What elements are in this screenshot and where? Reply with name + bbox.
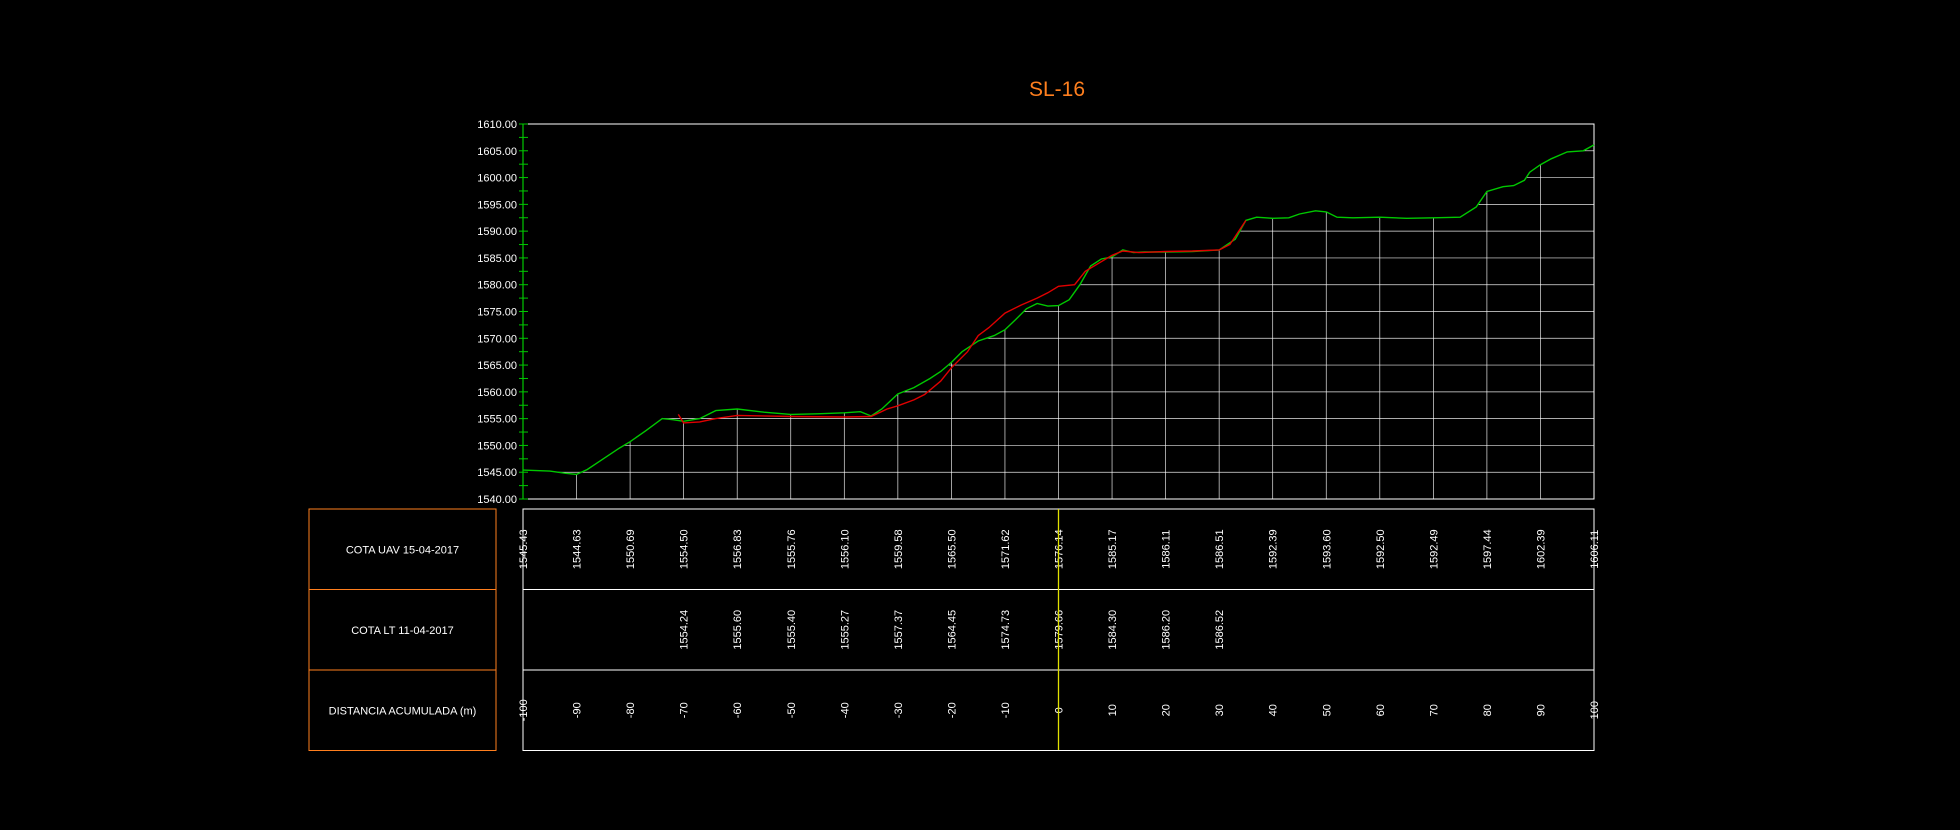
table-cell-value: 1592.49: [1428, 529, 1440, 569]
table-cell-value: 1550.69: [625, 529, 637, 569]
table-cell-value: 1585.17: [1107, 529, 1119, 569]
y-tick-label: 1610.00: [477, 119, 517, 131]
y-tick-label: 1545.00: [477, 467, 517, 479]
y-tick-label: 1585.00: [477, 253, 517, 265]
table-cell-value: 1554.50: [679, 529, 691, 569]
table-cell-value: -100: [518, 699, 530, 721]
chart-title: SL-16: [1029, 78, 1085, 101]
series-line-lt: [677, 220, 1247, 424]
y-tick-label: 1575.00: [477, 307, 517, 319]
table-cell-value: -60: [732, 702, 744, 718]
table-cell-value: 1576.14: [1054, 529, 1066, 569]
y-tick-label: 1595.00: [477, 199, 517, 211]
table-header-cell: [308, 669, 497, 751]
table-cell-value: 1586.52: [1214, 610, 1226, 650]
table-cell-value: 1556.10: [839, 529, 851, 569]
table-cell-value: 1559.58: [893, 529, 905, 569]
y-tick-label: 1580.00: [477, 280, 517, 292]
table-cell-value: 1554.24: [679, 610, 691, 650]
table-cell-value: 1586.51: [1214, 529, 1226, 569]
table-cell-value: 30: [1214, 704, 1226, 716]
table-cell-value: 1574.73: [1000, 610, 1012, 650]
table-cell-value: 1584.30: [1107, 610, 1119, 650]
table-cell-value: 1556.83: [732, 529, 744, 569]
table-cell-value: 1592.50: [1375, 529, 1387, 569]
plot-series: [522, 144, 1595, 476]
table-cell-value: -90: [572, 702, 584, 718]
table-cell-value: 10: [1107, 704, 1119, 716]
table-cell-value: -20: [946, 702, 958, 718]
table-cell-value: 50: [1321, 704, 1333, 716]
table-cell-value: -10: [1000, 702, 1012, 718]
table-cell-value: 100: [1589, 701, 1601, 719]
table-row-label: COTA UAV 15-04-2017: [346, 544, 459, 556]
y-tick-label: 1565.00: [477, 360, 517, 372]
table-cell-value: 90: [1535, 704, 1547, 716]
table-row-label: DISTANCIA ACUMULADA (m): [329, 705, 477, 717]
y-axis: 1540.00 1545.00 1550.00 1555.00 1560.00 1565.…: [477, 119, 528, 506]
table-cell-value: 1597.44: [1482, 529, 1494, 569]
y-tick-label: 1560.00: [477, 387, 517, 399]
table-cell-value: -50: [786, 702, 798, 718]
table-cell-value: 1586.11: [1161, 530, 1173, 569]
y-tick-label: 1550.00: [477, 440, 517, 452]
table-cell-value: 0: [1054, 707, 1066, 713]
table-cell-value: 20: [1161, 704, 1173, 716]
y-tick-label: 1605.00: [477, 146, 517, 158]
table-row-label: COTA LT 11-04-2017: [351, 625, 454, 637]
table-cell-value: 1544.63: [572, 529, 584, 569]
table-cell-value: 1565.50: [946, 529, 958, 569]
table-cell-value: 1564.45: [946, 610, 958, 650]
data-table: COTA UAV 15-04-2017 1545.43 1544.63 1550.69…: [308, 508, 1601, 751]
table-cell-value: 1557.37: [893, 610, 905, 650]
table-cell-value: 70: [1428, 704, 1440, 716]
y-tick-label: 1555.00: [477, 414, 517, 426]
table-cell-value: 1606.11: [1589, 530, 1601, 569]
table-cell-value: -70: [679, 702, 691, 718]
table-cell-value: 1593.60: [1321, 529, 1333, 569]
table-cell-value: 80: [1482, 704, 1494, 716]
table-cell-value: 60: [1375, 704, 1387, 716]
table-cell-value: 1545.43: [518, 529, 530, 569]
table-cell-value: 40: [1268, 704, 1280, 716]
table-cell-value: 1592.39: [1268, 529, 1280, 569]
table-cell-value: 1571.62: [1000, 529, 1012, 569]
table-cell-value: 1602.39: [1535, 529, 1547, 569]
series-line-uav: [522, 144, 1595, 476]
y-tick-label: 1600.00: [477, 173, 517, 185]
y-tick-label: 1570.00: [477, 333, 517, 345]
table-cell-value: -80: [625, 702, 637, 718]
y-tick-label: 1540.00: [477, 494, 517, 506]
table-cell-value: 1555.60: [732, 610, 744, 650]
table-cell-value: -30: [893, 702, 905, 718]
table-cell-value: 1555.40: [786, 610, 798, 650]
table-cell-value: 1586.20: [1161, 610, 1173, 650]
y-tick-label: 1590.00: [477, 226, 517, 238]
plot-grid: [522, 123, 1595, 500]
table-cell-value: 1555.76: [786, 529, 798, 569]
table-cell-value: 1579.66: [1054, 610, 1066, 650]
table-cell-value: -40: [839, 702, 851, 718]
table-cell-value: 1555.27: [839, 610, 851, 650]
